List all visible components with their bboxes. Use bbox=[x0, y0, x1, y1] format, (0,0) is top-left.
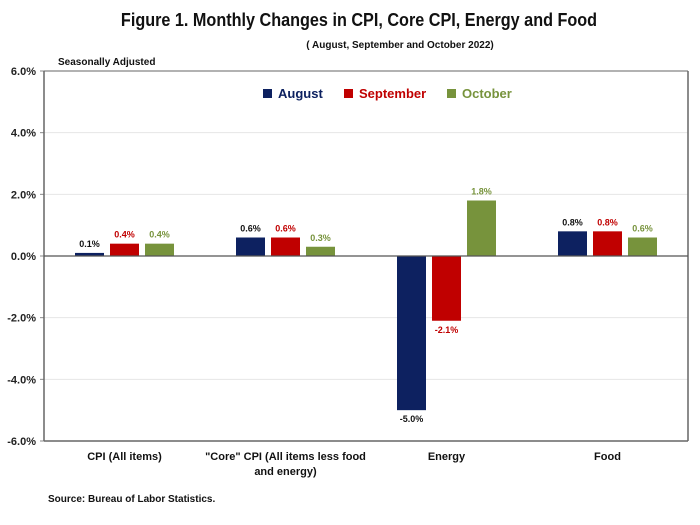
chart-subtitle: ( August, September and October 2022) bbox=[306, 40, 494, 51]
data-label: 0.6% bbox=[240, 224, 261, 234]
bar-august bbox=[236, 237, 265, 256]
bar-august bbox=[75, 252, 104, 256]
data-label: 0.8% bbox=[597, 217, 618, 227]
data-label: 1.8% bbox=[471, 187, 492, 197]
bar-september bbox=[271, 237, 300, 256]
y-tick-label: -2.0% bbox=[7, 313, 36, 325]
bar-october bbox=[467, 200, 496, 256]
x-category-label: "Core" CPI (All items less food bbox=[205, 451, 366, 463]
bar-october bbox=[628, 237, 657, 256]
data-label: -5.0% bbox=[400, 414, 424, 424]
bar-august bbox=[558, 231, 587, 256]
y-tick-label: 2.0% bbox=[11, 189, 36, 201]
data-label: 0.6% bbox=[632, 224, 653, 234]
legend-swatch-september bbox=[344, 89, 353, 98]
y-tick-label: -4.0% bbox=[7, 374, 36, 386]
bar-september bbox=[110, 243, 139, 256]
source-note: Source: Bureau of Labor Statistics. bbox=[48, 494, 216, 505]
y-tick-label: 6.0% bbox=[11, 66, 36, 78]
x-category-label: and energy) bbox=[254, 466, 317, 478]
y-tick-label: 0.0% bbox=[11, 251, 36, 263]
data-label: 0.4% bbox=[149, 230, 170, 240]
data-label: 0.6% bbox=[275, 224, 296, 234]
data-label: -2.1% bbox=[435, 325, 459, 335]
legend-label-october: October bbox=[462, 86, 512, 101]
x-category-label: Energy bbox=[428, 451, 466, 463]
legend-swatch-october bbox=[447, 89, 456, 98]
x-category-label: Food bbox=[594, 451, 621, 463]
bar-september bbox=[432, 256, 461, 321]
bar-october bbox=[145, 243, 174, 256]
data-label: 0.3% bbox=[310, 233, 331, 243]
x-category-label: CPI (All items) bbox=[87, 451, 162, 463]
seasonal-note: Seasonally Adjusted bbox=[58, 57, 156, 68]
y-tick-label: -6.0% bbox=[7, 436, 36, 448]
legend-swatch-august bbox=[263, 89, 272, 98]
bar-october bbox=[306, 246, 335, 256]
data-label: 0.1% bbox=[79, 239, 100, 249]
bar-august bbox=[397, 256, 426, 411]
data-label: 0.4% bbox=[114, 230, 135, 240]
bar-september bbox=[593, 231, 622, 256]
legend-label-september: September bbox=[359, 86, 426, 101]
chart-title: Figure 1. Monthly Changes in CPI, Core C… bbox=[120, 10, 598, 30]
legend-label-august: August bbox=[278, 86, 323, 101]
y-tick-label: 4.0% bbox=[11, 128, 36, 140]
data-label: 0.8% bbox=[562, 217, 583, 227]
